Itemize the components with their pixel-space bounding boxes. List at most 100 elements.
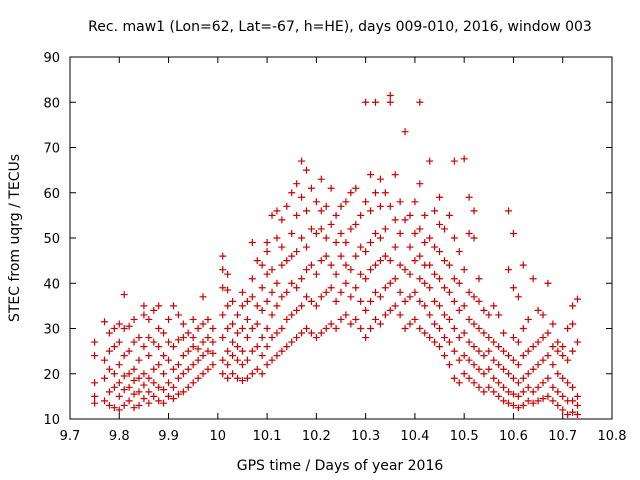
data-point bbox=[120, 325, 128, 332]
data-point bbox=[160, 352, 168, 360]
data-point bbox=[495, 392, 503, 400]
data-point bbox=[421, 329, 429, 337]
data-point bbox=[529, 365, 537, 373]
data-point bbox=[229, 297, 237, 305]
data-point bbox=[219, 252, 227, 260]
data-point bbox=[204, 365, 212, 373]
data-point bbox=[470, 379, 478, 387]
data-point bbox=[554, 401, 562, 409]
data-point bbox=[401, 325, 409, 332]
data-point bbox=[465, 356, 473, 364]
data-point bbox=[155, 361, 163, 369]
data-point bbox=[480, 352, 488, 360]
data-point bbox=[327, 261, 335, 269]
x-tick-label: 10.7 bbox=[548, 429, 577, 444]
data-point bbox=[110, 404, 118, 412]
data-point bbox=[371, 229, 379, 237]
data-point bbox=[91, 392, 99, 400]
data-point bbox=[312, 229, 320, 237]
data-point bbox=[352, 220, 360, 228]
data-point bbox=[184, 329, 192, 337]
data-point bbox=[243, 334, 251, 342]
data-point bbox=[194, 356, 202, 364]
data-point bbox=[431, 243, 439, 251]
data-point bbox=[243, 297, 251, 305]
data-point bbox=[401, 128, 409, 136]
data-point bbox=[524, 397, 532, 405]
data-point bbox=[160, 329, 168, 337]
data-point bbox=[337, 315, 345, 323]
data-point bbox=[243, 315, 251, 323]
data-point bbox=[554, 370, 562, 378]
data-point bbox=[529, 399, 537, 407]
data-point bbox=[509, 401, 517, 409]
data-point bbox=[174, 390, 182, 398]
data-point bbox=[534, 383, 542, 391]
data-point bbox=[298, 302, 306, 310]
data-point bbox=[322, 288, 330, 296]
data-point bbox=[376, 202, 384, 210]
x-tick-label: 10.8 bbox=[598, 429, 627, 444]
data-point bbox=[303, 266, 311, 274]
data-point bbox=[322, 325, 330, 332]
data-point bbox=[509, 284, 517, 292]
data-point bbox=[411, 198, 419, 206]
data-point bbox=[155, 383, 163, 391]
data-point bbox=[500, 329, 508, 337]
data-point bbox=[224, 325, 232, 332]
data-point bbox=[337, 288, 345, 296]
data-point bbox=[357, 297, 365, 305]
data-point bbox=[440, 257, 448, 265]
data-point bbox=[500, 365, 508, 373]
data-point bbox=[150, 306, 158, 314]
data-point bbox=[160, 386, 168, 394]
data-point bbox=[376, 257, 384, 265]
y-tick-label: 20 bbox=[43, 368, 60, 383]
data-point bbox=[519, 352, 527, 360]
data-point bbox=[480, 306, 488, 314]
data-point bbox=[490, 388, 498, 396]
data-point bbox=[278, 325, 286, 332]
data-point bbox=[371, 189, 379, 197]
data-point bbox=[238, 347, 246, 355]
data-point bbox=[455, 248, 463, 256]
data-point bbox=[125, 383, 133, 391]
data-point bbox=[298, 157, 306, 165]
data-point bbox=[115, 379, 123, 387]
data-point bbox=[278, 293, 286, 301]
data-point bbox=[307, 184, 315, 192]
data-point bbox=[135, 356, 143, 364]
data-point bbox=[199, 293, 207, 301]
data-point bbox=[322, 202, 330, 210]
data-point bbox=[219, 266, 227, 274]
data-point bbox=[120, 386, 128, 394]
data-point bbox=[445, 288, 453, 296]
data-point bbox=[569, 408, 577, 416]
data-point bbox=[440, 284, 448, 292]
data-point bbox=[312, 270, 320, 278]
data-point bbox=[130, 338, 138, 346]
data-point bbox=[169, 343, 177, 351]
data-point bbox=[376, 234, 384, 242]
data-point bbox=[554, 388, 562, 396]
data-point bbox=[564, 356, 572, 364]
data-point bbox=[105, 388, 113, 396]
data-point bbox=[376, 293, 384, 301]
data-point bbox=[485, 347, 493, 355]
data-point bbox=[283, 257, 291, 265]
data-point bbox=[229, 352, 237, 360]
y-tick-label: 90 bbox=[43, 51, 60, 66]
data-point bbox=[505, 388, 513, 396]
data-point bbox=[490, 302, 498, 310]
data-point bbox=[519, 388, 527, 396]
data-point bbox=[401, 216, 409, 224]
data-point bbox=[248, 370, 256, 378]
data-point bbox=[120, 372, 128, 380]
x-tick-label: 9.9 bbox=[158, 429, 179, 444]
y-tick-label: 70 bbox=[43, 142, 60, 157]
data-point bbox=[169, 302, 177, 310]
y-tick-label: 30 bbox=[43, 323, 60, 338]
data-point bbox=[342, 261, 350, 269]
data-point bbox=[406, 320, 414, 328]
data-point bbox=[436, 193, 444, 201]
